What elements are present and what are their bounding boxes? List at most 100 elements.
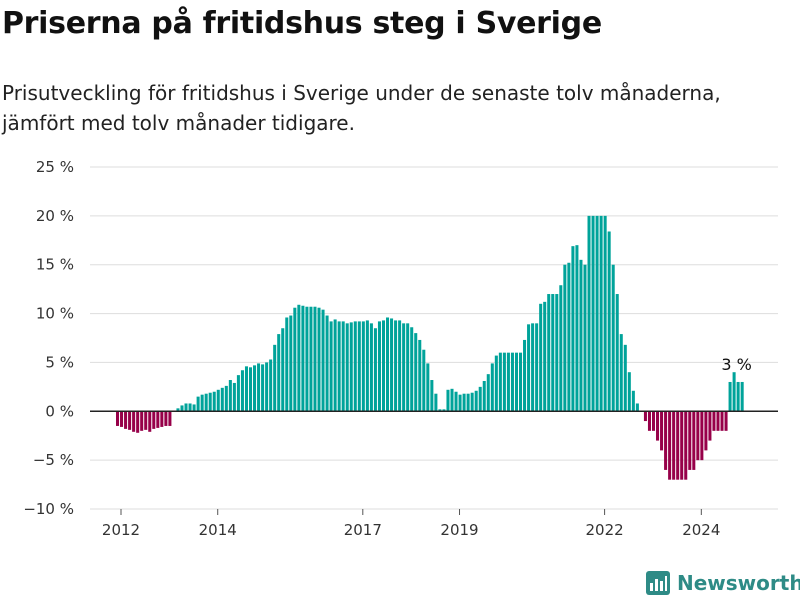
bar xyxy=(136,411,140,433)
bar xyxy=(732,372,736,412)
bar xyxy=(535,323,539,412)
bar xyxy=(325,315,329,412)
bar xyxy=(672,411,676,480)
bar xyxy=(434,393,438,412)
bar xyxy=(446,389,450,412)
bar xyxy=(490,363,494,412)
bar xyxy=(615,294,619,412)
bar xyxy=(196,396,200,412)
bar xyxy=(547,294,551,412)
bar xyxy=(627,372,631,412)
y-tick-label: 0 % xyxy=(45,402,74,420)
bar xyxy=(651,411,656,431)
bar xyxy=(353,321,357,412)
bar xyxy=(567,262,571,412)
bar xyxy=(281,328,285,412)
y-tick-label: 10 % xyxy=(36,305,74,323)
bar xyxy=(140,411,144,431)
bar xyxy=(716,411,720,431)
bar xyxy=(357,321,361,412)
bar xyxy=(220,387,224,412)
bar xyxy=(740,381,744,412)
bar xyxy=(696,411,700,461)
bar xyxy=(410,327,414,412)
bar xyxy=(164,411,168,426)
bar xyxy=(559,285,563,412)
bar xyxy=(595,215,599,412)
bar xyxy=(394,320,398,412)
bar xyxy=(519,352,523,412)
bar xyxy=(466,393,470,412)
bar xyxy=(482,380,486,412)
bar xyxy=(668,411,672,480)
bar xyxy=(724,411,728,431)
bar xyxy=(430,380,434,412)
bar xyxy=(712,411,716,431)
bar xyxy=(631,390,635,412)
bar xyxy=(309,306,313,412)
bar xyxy=(337,321,341,412)
bar xyxy=(116,411,120,426)
bar xyxy=(514,352,518,412)
page-subtitle: Prisutveckling för fritidshus i Sverige … xyxy=(2,81,721,135)
bar xyxy=(128,411,132,430)
bar xyxy=(152,411,156,429)
bar xyxy=(470,392,474,412)
bar xyxy=(317,307,321,412)
bar xyxy=(204,393,208,412)
bar xyxy=(510,352,514,412)
bar xyxy=(386,317,390,412)
bar xyxy=(474,390,478,412)
bar xyxy=(200,394,204,412)
bar xyxy=(168,411,172,426)
bar xyxy=(124,411,128,429)
bar xyxy=(297,304,301,412)
bar xyxy=(148,411,152,432)
bar xyxy=(422,349,426,412)
bar xyxy=(216,389,220,412)
bar xyxy=(293,307,297,412)
bar xyxy=(736,381,740,412)
bar xyxy=(414,333,418,412)
bar xyxy=(555,294,559,412)
bar xyxy=(212,391,216,412)
bar xyxy=(426,363,430,412)
bar xyxy=(607,231,611,412)
bar xyxy=(506,352,510,412)
bar xyxy=(704,411,708,451)
bar xyxy=(660,411,664,451)
bar xyxy=(269,359,273,412)
y-tick-label: −10 % xyxy=(23,500,74,518)
x-tick-label: 2024 xyxy=(682,521,720,539)
y-tick-label: 25 % xyxy=(36,158,74,176)
bar xyxy=(236,375,240,412)
bar xyxy=(502,352,506,412)
bar xyxy=(301,305,305,412)
bar xyxy=(244,366,248,412)
bar xyxy=(498,352,502,412)
bar xyxy=(261,364,265,412)
bars xyxy=(116,215,744,480)
bar xyxy=(156,411,160,428)
x-tick-label: 2019 xyxy=(440,521,478,539)
bar xyxy=(688,411,692,470)
bar xyxy=(305,306,309,412)
bar xyxy=(720,411,724,431)
bar xyxy=(349,322,353,412)
bar xyxy=(273,344,277,412)
bar xyxy=(361,321,365,412)
brand-name: Newsworthy xyxy=(677,571,800,595)
bar xyxy=(329,321,333,412)
x-tick-label: 2017 xyxy=(344,521,382,539)
bar xyxy=(619,334,623,412)
bar xyxy=(551,294,555,412)
x-tick-label: 2022 xyxy=(586,521,624,539)
bar xyxy=(656,411,660,441)
bar xyxy=(132,411,136,432)
bar xyxy=(381,320,386,412)
bar xyxy=(539,303,543,412)
bar xyxy=(494,355,498,412)
bar xyxy=(180,405,184,412)
bar xyxy=(373,328,377,412)
